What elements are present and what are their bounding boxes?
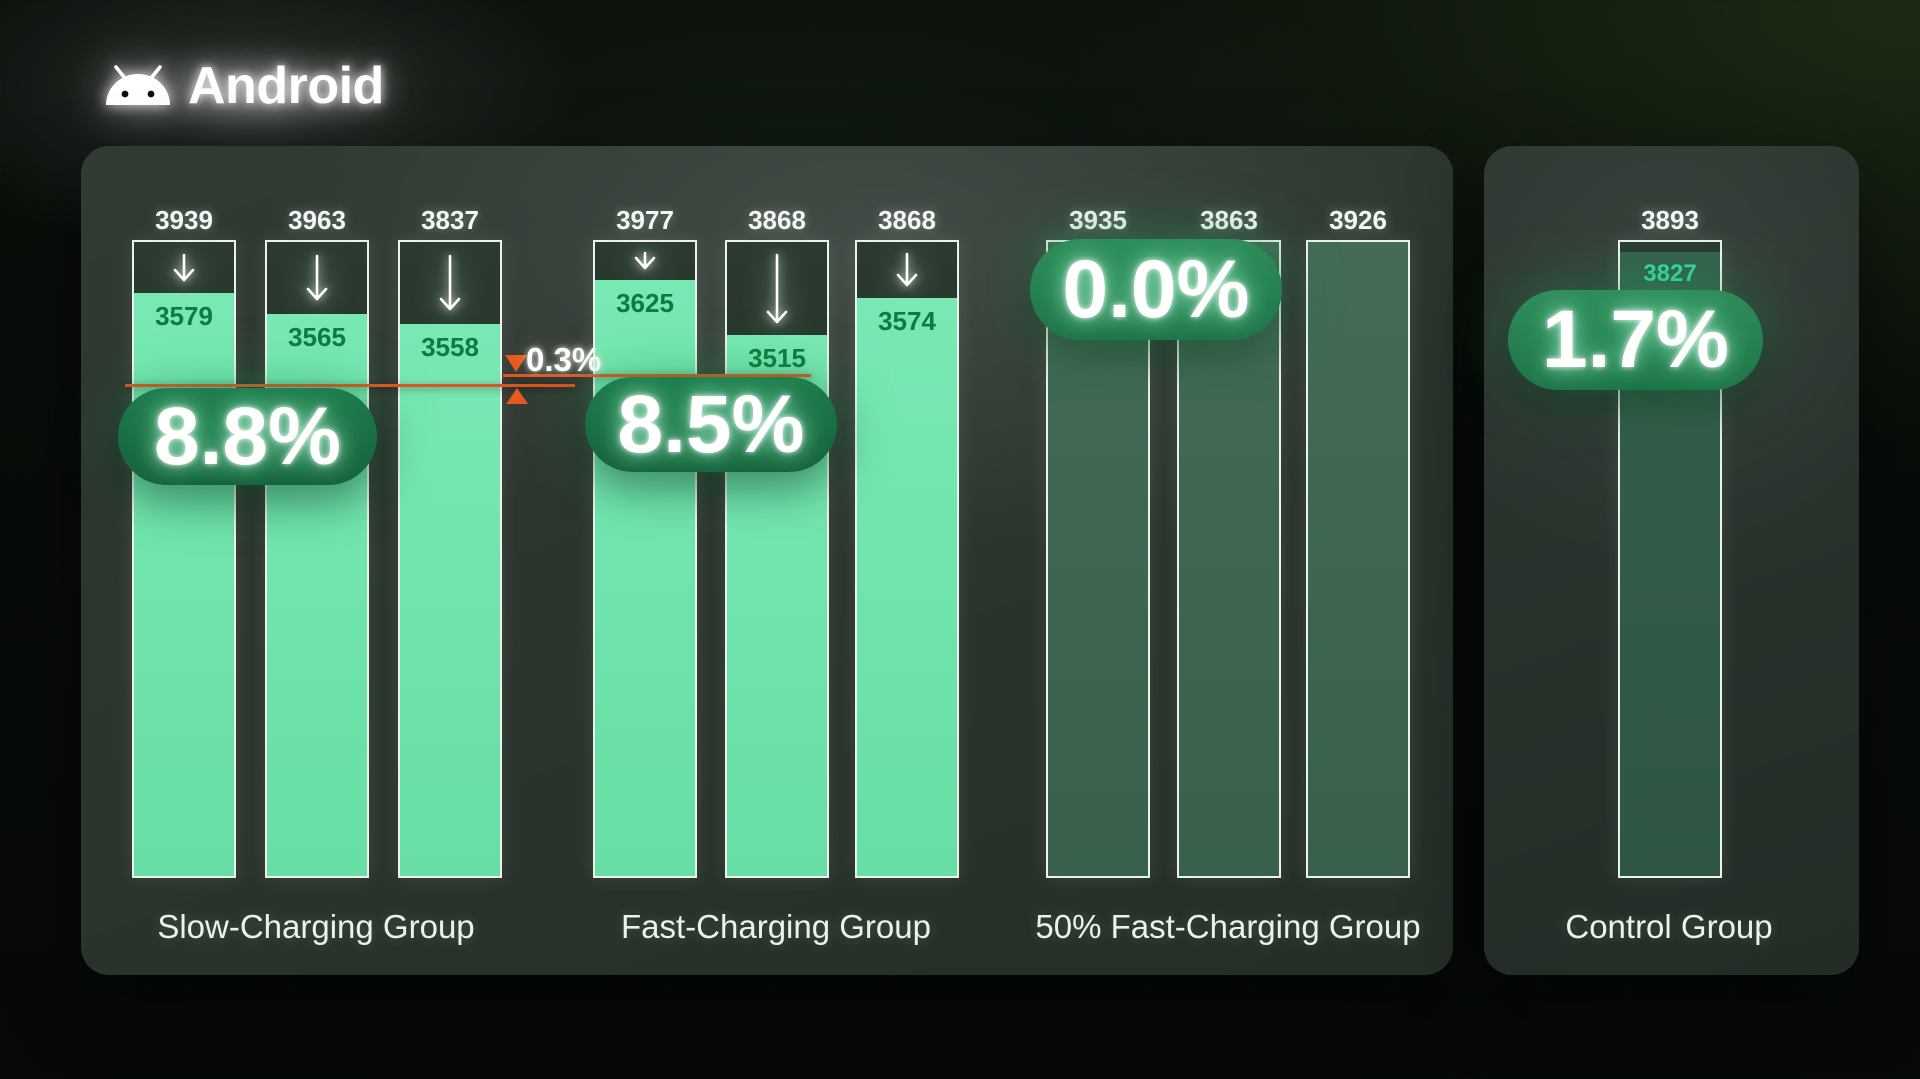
- capacity-bar: 3565: [265, 240, 369, 878]
- capacity-bar: 3515: [725, 240, 829, 878]
- bar-initial-value-label: 3963: [288, 205, 346, 235]
- badge-percentage-text: 8.5%: [617, 378, 805, 470]
- bar-initial-value-label: 3837: [421, 205, 479, 235]
- capacity-drop-arrow: [857, 242, 957, 298]
- bar-initial-value-label: 3926: [1329, 205, 1387, 235]
- bar-initial-value-label: 3935: [1069, 205, 1127, 235]
- capacity-bar: 3579: [132, 240, 236, 878]
- delta-percentage-label: 0.3%: [526, 341, 602, 378]
- remaining-capacity-fill: 3574: [857, 298, 957, 876]
- remaining-capacity-fill: 3558: [400, 324, 500, 876]
- bar-initial-value-label: 3863: [1200, 205, 1258, 235]
- android-robot-head-icon: [106, 65, 170, 105]
- bar-remaining-value-label: 3515: [748, 343, 806, 373]
- bar-initial-value-label: 3939: [155, 205, 213, 235]
- logo-wordmark: Android: [188, 57, 384, 115]
- average-degradation-badge: 8.8%: [118, 388, 377, 485]
- down-arrow-icon: [766, 253, 788, 324]
- badge-percentage-text: 8.8%: [154, 390, 341, 482]
- capacity-drop-arrow: [400, 242, 500, 324]
- down-arrow-icon: [634, 251, 656, 270]
- group-name-label: Fast-Charging Group: [621, 908, 931, 945]
- capacity-bar: 3558: [398, 240, 502, 878]
- capacity-drop-arrow: [134, 242, 234, 293]
- bar-remaining-value-label: 3827: [1643, 260, 1697, 287]
- bar-remaining-value-label: 3565: [288, 322, 346, 352]
- capacity-drop-arrow: [727, 242, 827, 335]
- down-arrow-icon: [439, 254, 461, 311]
- down-arrow-icon: [306, 254, 328, 301]
- capacity-bar: [1046, 240, 1150, 878]
- badge-percentage-text: 0.0%: [1062, 243, 1250, 335]
- average-degradation-badge: 8.5%: [585, 377, 837, 472]
- bar-initial-value-label: 3868: [748, 205, 806, 235]
- remaining-capacity-fill: 3579: [134, 293, 234, 876]
- capacity-drop-arrow: [267, 242, 367, 314]
- bar-remaining-value-label: 3579: [155, 301, 213, 331]
- group-name-label: Slow-Charging Group: [157, 908, 475, 945]
- fast-group-average-line: [503, 374, 811, 377]
- android-logo: Android: [100, 56, 384, 116]
- down-arrow-icon: [896, 252, 918, 287]
- bar-initial-value-label: 3893: [1641, 205, 1699, 235]
- bar-initial-value-label: 3868: [878, 205, 936, 235]
- capacity-drop-arrow: [595, 242, 695, 280]
- remaining-capacity-fill: 3625: [595, 280, 695, 876]
- remaining-capacity-fill: [1308, 242, 1408, 876]
- remaining-capacity-fill: [1048, 242, 1148, 876]
- average-degradation-badge: 0.0%: [1030, 239, 1282, 340]
- bar-remaining-value-label: 3574: [878, 306, 936, 336]
- group-name-label: 50% Fast-Charging Group: [1035, 908, 1421, 945]
- delta-arrow-down-icon: [505, 355, 527, 372]
- down-arrow-icon: [173, 253, 195, 282]
- badge-percentage-text: 1.7%: [1542, 294, 1729, 385]
- slow-group-average-line: [125, 384, 575, 387]
- bar-remaining-value-label: 3625: [616, 288, 674, 318]
- capacity-bar: 3625: [593, 240, 697, 878]
- capacity-bar: [1177, 240, 1281, 878]
- capacity-bar: 3574: [855, 240, 959, 878]
- delta-arrow-up-icon: [506, 388, 528, 404]
- bar-initial-value-label: 3977: [616, 205, 674, 235]
- remaining-capacity-fill: [1179, 242, 1279, 876]
- group-name-label: Control Group: [1565, 908, 1773, 945]
- bar-remaining-value-label: 3558: [421, 332, 479, 362]
- average-degradation-badge: 1.7%: [1508, 290, 1763, 390]
- capacity-bar: [1306, 240, 1410, 878]
